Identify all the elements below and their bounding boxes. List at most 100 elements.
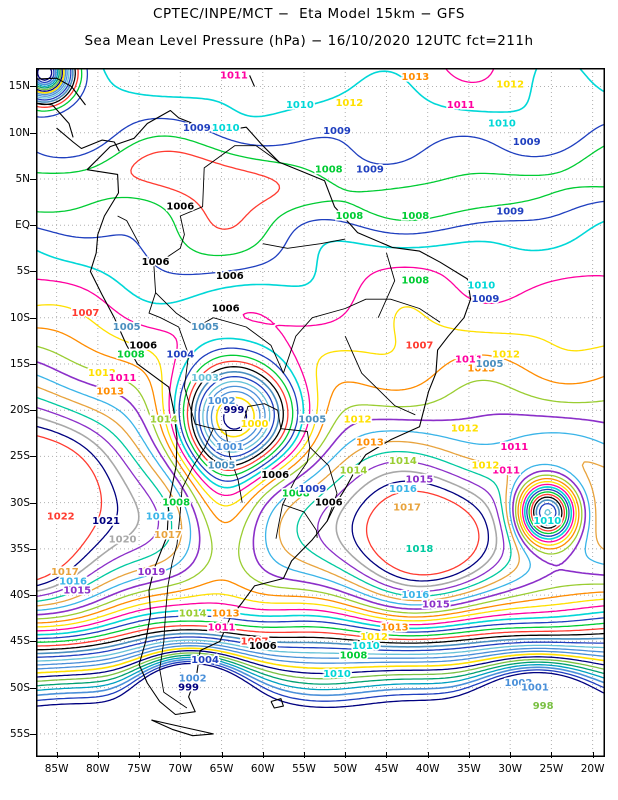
svg-text:1018: 1018 xyxy=(406,544,434,555)
contour-label: 1005 xyxy=(208,461,236,472)
contour-label: 1006 xyxy=(212,303,240,314)
contour-label: 1016 xyxy=(401,590,429,601)
y-axis-tick-label: 25S xyxy=(9,450,30,463)
contour-label: 1010 xyxy=(533,516,561,527)
contour-label: 1013 xyxy=(356,438,384,449)
svg-text:1017: 1017 xyxy=(51,567,79,578)
coastline-overlay xyxy=(36,75,472,737)
svg-text:1008: 1008 xyxy=(117,350,145,361)
svg-text:1011: 1011 xyxy=(500,442,528,453)
svg-text:1012: 1012 xyxy=(451,424,479,435)
svg-text:1012: 1012 xyxy=(88,368,116,379)
contour-label: 1008 xyxy=(335,211,363,222)
y-axis-tick-label: 55S xyxy=(9,727,30,740)
svg-text:1015: 1015 xyxy=(422,599,450,610)
svg-text:1000: 1000 xyxy=(241,419,269,430)
chart-title-line1: CPTEC/INPE/MCT − Eta Model 15km − GFS xyxy=(153,6,465,22)
svg-text:1006: 1006 xyxy=(212,303,240,314)
svg-text:1014: 1014 xyxy=(150,414,178,425)
x-tick xyxy=(304,752,305,758)
contour-label: 1005 xyxy=(298,414,326,425)
contour-label: 1011 xyxy=(492,465,520,476)
contour-label: 1006 xyxy=(142,257,170,268)
contour-label: 1013 xyxy=(212,609,240,620)
contour-label: 1010 xyxy=(323,669,351,680)
svg-text:1016: 1016 xyxy=(146,512,174,523)
y-tick xyxy=(30,225,36,227)
svg-text:1010: 1010 xyxy=(352,641,380,652)
contour-label: 1015 xyxy=(63,586,91,597)
x-axis-tick-label: 80W xyxy=(85,763,110,775)
gridlines xyxy=(36,68,605,757)
svg-text:1009: 1009 xyxy=(356,165,384,176)
y-axis-tick-label: EQ xyxy=(15,219,30,232)
contour-label: 1005 xyxy=(191,322,219,333)
svg-text:1007: 1007 xyxy=(241,636,269,647)
contour-label: 1008 xyxy=(282,488,310,499)
x-axis-tick-label: 30W xyxy=(498,763,523,775)
contour-label: 1010 xyxy=(286,100,314,111)
contour-label: 1009 xyxy=(323,126,351,137)
contour-label: 1016 xyxy=(389,484,417,495)
svg-text:1008: 1008 xyxy=(315,165,343,176)
y-tick xyxy=(30,363,36,365)
svg-text:1009: 1009 xyxy=(323,126,351,137)
contour-label: 998 xyxy=(533,701,554,712)
contour-label: 1017 xyxy=(154,530,182,541)
svg-text:1001: 1001 xyxy=(216,442,244,453)
contour-label: 1006 xyxy=(261,470,289,481)
contour-label: 1016 xyxy=(59,576,87,587)
svg-text:1011: 1011 xyxy=(492,465,520,476)
contour-label: 1011 xyxy=(455,354,483,365)
svg-text:1005: 1005 xyxy=(191,322,219,333)
y-axis-tick-label: 10N xyxy=(8,126,30,139)
svg-text:1012: 1012 xyxy=(360,632,388,643)
contour-label: 1014 xyxy=(150,414,178,425)
svg-text:1009: 1009 xyxy=(183,123,211,134)
svg-text:1016: 1016 xyxy=(389,484,417,495)
svg-text:1014: 1014 xyxy=(389,456,417,467)
svg-text:1006: 1006 xyxy=(315,498,343,509)
x-axis-tick-label: 20W xyxy=(580,763,605,775)
x-tick xyxy=(551,752,553,758)
contour-label: 1008 xyxy=(315,165,343,176)
contour-label: 1012 xyxy=(335,98,363,109)
y-axis-tick-label: 40S xyxy=(9,589,30,602)
svg-text:1008: 1008 xyxy=(340,650,368,661)
y-tick xyxy=(30,410,36,412)
x-tick xyxy=(262,752,264,758)
contour-label: 1008 xyxy=(340,650,368,661)
contour-label: 1019 xyxy=(138,567,166,578)
contour-label: 1021 xyxy=(92,516,120,527)
svg-text:1001: 1001 xyxy=(521,683,549,694)
svg-text:1013: 1013 xyxy=(381,623,409,634)
x-axis-tick-label: 70W xyxy=(168,763,193,775)
y-axis-tick-label: 5N xyxy=(15,172,30,185)
contour-label: 1004 xyxy=(191,655,219,666)
contour-label: 1018 xyxy=(406,544,434,555)
svg-text:1022: 1022 xyxy=(47,512,75,523)
contour-label: 1013 xyxy=(467,364,495,375)
contour-label: 1011 xyxy=(109,373,137,384)
y-axis-tick-label: 10S xyxy=(9,311,30,324)
x-tick xyxy=(468,752,470,758)
y-axis-tick-label: 35S xyxy=(9,542,30,555)
contour-label: 1011 xyxy=(220,70,248,81)
contour-label: 1014 xyxy=(179,609,207,620)
svg-text:1016: 1016 xyxy=(59,576,87,587)
svg-text:1007: 1007 xyxy=(72,308,100,319)
svg-text:1010: 1010 xyxy=(467,280,495,291)
y-tick xyxy=(30,317,36,319)
svg-text:1008: 1008 xyxy=(401,211,429,222)
contour-label: 1003 xyxy=(191,373,219,384)
y-tick xyxy=(30,86,36,88)
contour-label: 1007 xyxy=(72,308,100,319)
contour-label: 1016 xyxy=(146,512,174,523)
contour-label: 1012 xyxy=(472,461,500,472)
x-axis-tick-label: 50W xyxy=(333,763,358,775)
x-tick xyxy=(56,752,58,758)
y-tick xyxy=(30,548,36,550)
x-tick xyxy=(592,752,594,758)
x-tick xyxy=(510,752,512,758)
